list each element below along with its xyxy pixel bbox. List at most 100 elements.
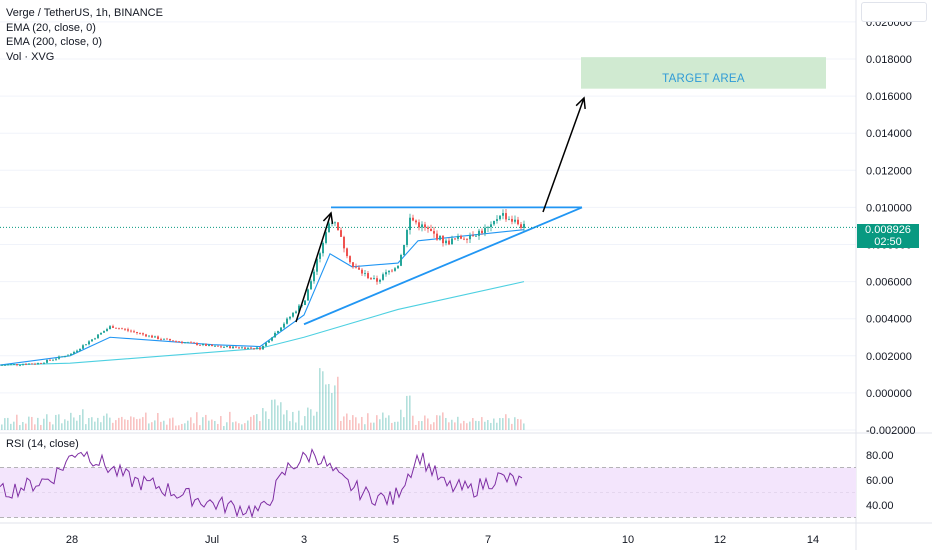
volume-bar — [475, 420, 477, 430]
volume-bar — [358, 423, 360, 430]
volume-bar — [160, 421, 162, 430]
volume-bar — [109, 417, 111, 430]
candle-body — [292, 312, 294, 317]
candle-body — [112, 326, 114, 328]
candle-body — [319, 253, 321, 259]
candle-body — [439, 235, 441, 240]
candle-body — [481, 230, 483, 234]
volume-bar — [391, 422, 393, 430]
candle-body — [445, 240, 447, 244]
volume-bar — [49, 421, 51, 430]
candle-body — [427, 227, 429, 229]
candle-body — [235, 346, 237, 348]
candle-body — [37, 363, 39, 364]
volume-bar — [76, 420, 78, 430]
price-tick-label: -0.002000 — [866, 425, 916, 437]
candle-body — [412, 217, 414, 221]
candles[interactable] — [1, 208, 525, 367]
volume-bar — [424, 415, 426, 430]
candle-body — [520, 224, 522, 228]
volume-bar — [55, 414, 57, 430]
volume-bar — [277, 405, 279, 430]
volume-bar — [205, 414, 207, 430]
ema20-legend[interactable]: EMA (20, close, 0) — [6, 21, 96, 34]
candle-body — [379, 279, 381, 282]
candle-body — [295, 311, 297, 313]
candle-body — [211, 344, 213, 347]
axis-settings-button[interactable] — [861, 2, 927, 22]
candle-body — [463, 238, 465, 240]
drawings[interactable] — [0, 57, 856, 326]
target-arrow — [542, 97, 585, 213]
rsi-legend[interactable]: RSI (14, close) — [6, 438, 79, 450]
candle-body — [400, 255, 402, 266]
volume-bar — [454, 422, 456, 430]
rsi-tick-label: 40.00 — [866, 500, 894, 512]
candle-body — [187, 342, 189, 344]
volume-bar — [394, 421, 396, 430]
volume-bar — [100, 422, 102, 430]
candle-body — [406, 230, 408, 245]
volume-bar — [244, 423, 246, 430]
price-tick-label: 0.014000 — [866, 128, 912, 140]
candle-body — [364, 273, 366, 274]
candle-body — [316, 258, 318, 272]
price-tick-label: 0.012000 — [866, 165, 912, 177]
volume-bar — [367, 413, 369, 430]
volume-bar — [94, 421, 96, 430]
candle-body — [151, 335, 153, 338]
symbol-title[interactable]: Verge / TetherUS, 1h, BINANCE — [6, 7, 163, 19]
volume-bar — [31, 416, 33, 430]
volume-bar — [469, 421, 471, 430]
target-area-box — [581, 57, 826, 89]
volume-bar — [79, 415, 81, 430]
volume-bar — [478, 421, 480, 430]
volume-bar — [13, 421, 15, 430]
candle-body — [52, 359, 54, 361]
candle-body — [493, 220, 495, 225]
candle-body — [271, 337, 273, 341]
volume-bar — [346, 413, 348, 430]
volume-bar — [118, 417, 120, 430]
volume-bar — [496, 422, 498, 430]
support-line — [303, 206, 583, 326]
candle-body — [64, 356, 66, 358]
volume-bar — [115, 420, 117, 430]
volume-bar — [226, 422, 228, 430]
volume-bar — [88, 418, 90, 430]
candle-body — [61, 356, 63, 358]
candle-body — [337, 222, 339, 231]
volume-bar — [67, 420, 69, 430]
volume-legend[interactable]: Vol · XVG — [6, 50, 55, 63]
price-axis[interactable]: 0.0200000.0180000.0160000.0140000.012000… — [866, 17, 916, 437]
rsi-line — [0, 447, 523, 519]
candle-body — [124, 328, 126, 330]
volume-bar — [340, 420, 342, 430]
volume-bar — [166, 424, 168, 430]
volume-bar — [169, 418, 171, 430]
volume-bar — [310, 409, 312, 430]
volume-bar — [172, 417, 174, 430]
candle-body — [133, 331, 135, 333]
candle-body — [262, 345, 264, 350]
candle-body — [49, 359, 51, 361]
candle-body — [484, 227, 486, 234]
price-tick-label: 0.000000 — [866, 388, 912, 400]
time-tick-label: 5 — [393, 534, 399, 546]
candle-body — [67, 355, 69, 357]
candle-body — [385, 272, 387, 275]
rsi-pane[interactable] — [0, 447, 856, 519]
candle-body — [46, 359, 48, 363]
candle-body — [286, 318, 288, 324]
volume-bar — [247, 420, 249, 430]
volume-bar — [46, 414, 48, 430]
volume-bar — [349, 419, 351, 430]
volume-bar — [265, 411, 267, 430]
volume-bar — [241, 424, 243, 430]
candle-body — [367, 273, 369, 279]
volume-bar — [403, 417, 405, 430]
time-axis[interactable]: 28 Jul 3 5 7 10 12 14 — [66, 534, 819, 546]
volume-bars — [1, 368, 525, 430]
ema200-legend[interactable]: EMA (200, close, 0) — [6, 36, 102, 48]
